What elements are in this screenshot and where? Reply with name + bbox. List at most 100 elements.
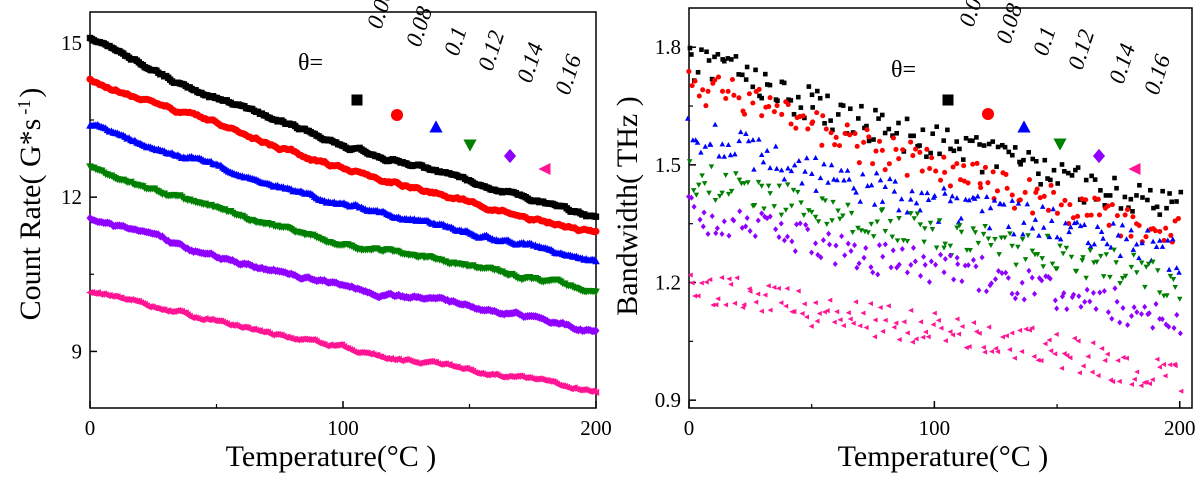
data-point	[830, 199, 836, 205]
data-point	[1156, 290, 1163, 296]
data-point	[1134, 369, 1140, 375]
data-point	[840, 213, 846, 219]
data-point	[1055, 181, 1061, 186]
data-point	[1115, 232, 1122, 238]
data-point	[1054, 266, 1060, 272]
data-point	[954, 225, 960, 231]
data-point	[928, 258, 934, 265]
data-point	[1076, 370, 1082, 376]
data-point	[918, 190, 925, 196]
data-point	[833, 134, 839, 140]
data-point	[728, 188, 735, 194]
data-point	[890, 133, 895, 138]
x-tick-label: 200	[1164, 416, 1196, 440]
data-point	[837, 317, 843, 323]
data-point	[988, 243, 994, 249]
data-point	[592, 326, 600, 335]
count-rate-chart: 0 100 200 9 12 15 Temperature(°C ) Count Rate( …	[14, 0, 612, 473]
data-point	[1119, 222, 1126, 228]
data-point	[712, 121, 718, 127]
data-point	[755, 217, 761, 224]
data-point	[767, 165, 773, 171]
data-point	[1146, 381, 1152, 387]
data-point	[893, 146, 899, 152]
data-point	[1079, 258, 1086, 264]
data-point	[875, 271, 881, 278]
data-point	[834, 309, 840, 315]
data-point	[925, 334, 931, 340]
data-point	[1041, 193, 1047, 199]
data-point	[882, 167, 888, 173]
data-point	[721, 218, 727, 225]
data-point	[685, 115, 691, 121]
data-point	[1174, 311, 1180, 318]
data-point	[870, 161, 876, 167]
data-point	[1032, 216, 1039, 222]
legend-label-0.14: 0.14	[1104, 41, 1140, 87]
data-point	[951, 276, 957, 283]
data-point	[947, 329, 953, 335]
data-point	[1123, 355, 1129, 361]
data-point	[809, 249, 815, 256]
data-point	[1040, 224, 1047, 230]
data-point	[1045, 207, 1052, 213]
data-point	[846, 176, 852, 182]
data-point	[970, 138, 975, 144]
data-point	[879, 198, 886, 204]
data-point	[1130, 209, 1135, 214]
data-point	[983, 288, 989, 295]
data-point	[882, 183, 889, 190]
data-point	[812, 214, 819, 220]
data-point	[746, 91, 752, 97]
data-point	[886, 161, 892, 167]
data-point	[1051, 189, 1057, 195]
data-point	[689, 280, 695, 286]
data-point	[693, 192, 700, 198]
data-point	[890, 247, 896, 254]
data-point	[874, 219, 880, 225]
data-point	[1054, 305, 1060, 312]
data-point	[1100, 235, 1106, 241]
data-point	[908, 261, 914, 268]
legend-label-0.16: 0.16	[550, 51, 586, 97]
data-point	[927, 220, 934, 226]
data-point	[1167, 362, 1173, 368]
data-point	[756, 136, 762, 142]
data-point	[710, 302, 716, 308]
data-point	[966, 344, 972, 350]
data-point	[999, 270, 1005, 277]
data-point	[1163, 321, 1169, 328]
data-point	[1005, 223, 1012, 229]
data-point	[1048, 348, 1054, 354]
data-point	[856, 160, 862, 166]
data-point	[751, 202, 758, 209]
data-point	[1157, 228, 1163, 235]
data-point	[723, 302, 729, 308]
x-axis-label: Temperature(°C )	[226, 440, 437, 473]
data-point	[759, 210, 765, 217]
data-point	[791, 111, 797, 117]
legend-marker-0.08	[981, 107, 995, 121]
data-point	[1177, 330, 1183, 337]
data-point	[979, 169, 985, 175]
data-point	[592, 257, 600, 265]
data-point	[876, 116, 881, 121]
data-point	[745, 180, 751, 186]
data-point	[1161, 237, 1167, 244]
data-point	[1023, 326, 1029, 332]
data-point	[800, 113, 806, 119]
data-point	[1020, 231, 1026, 237]
data-point	[853, 189, 859, 195]
data-point	[1058, 365, 1065, 371]
data-point	[995, 267, 1002, 274]
data-point	[1025, 233, 1031, 239]
data-point	[1021, 296, 1027, 303]
data-point	[825, 179, 831, 185]
data-point	[795, 288, 801, 294]
data-point	[713, 302, 719, 308]
data-point	[805, 126, 811, 132]
data-point	[1063, 245, 1070, 251]
data-point	[771, 284, 777, 290]
data-point	[820, 113, 826, 119]
data-point	[959, 323, 965, 330]
